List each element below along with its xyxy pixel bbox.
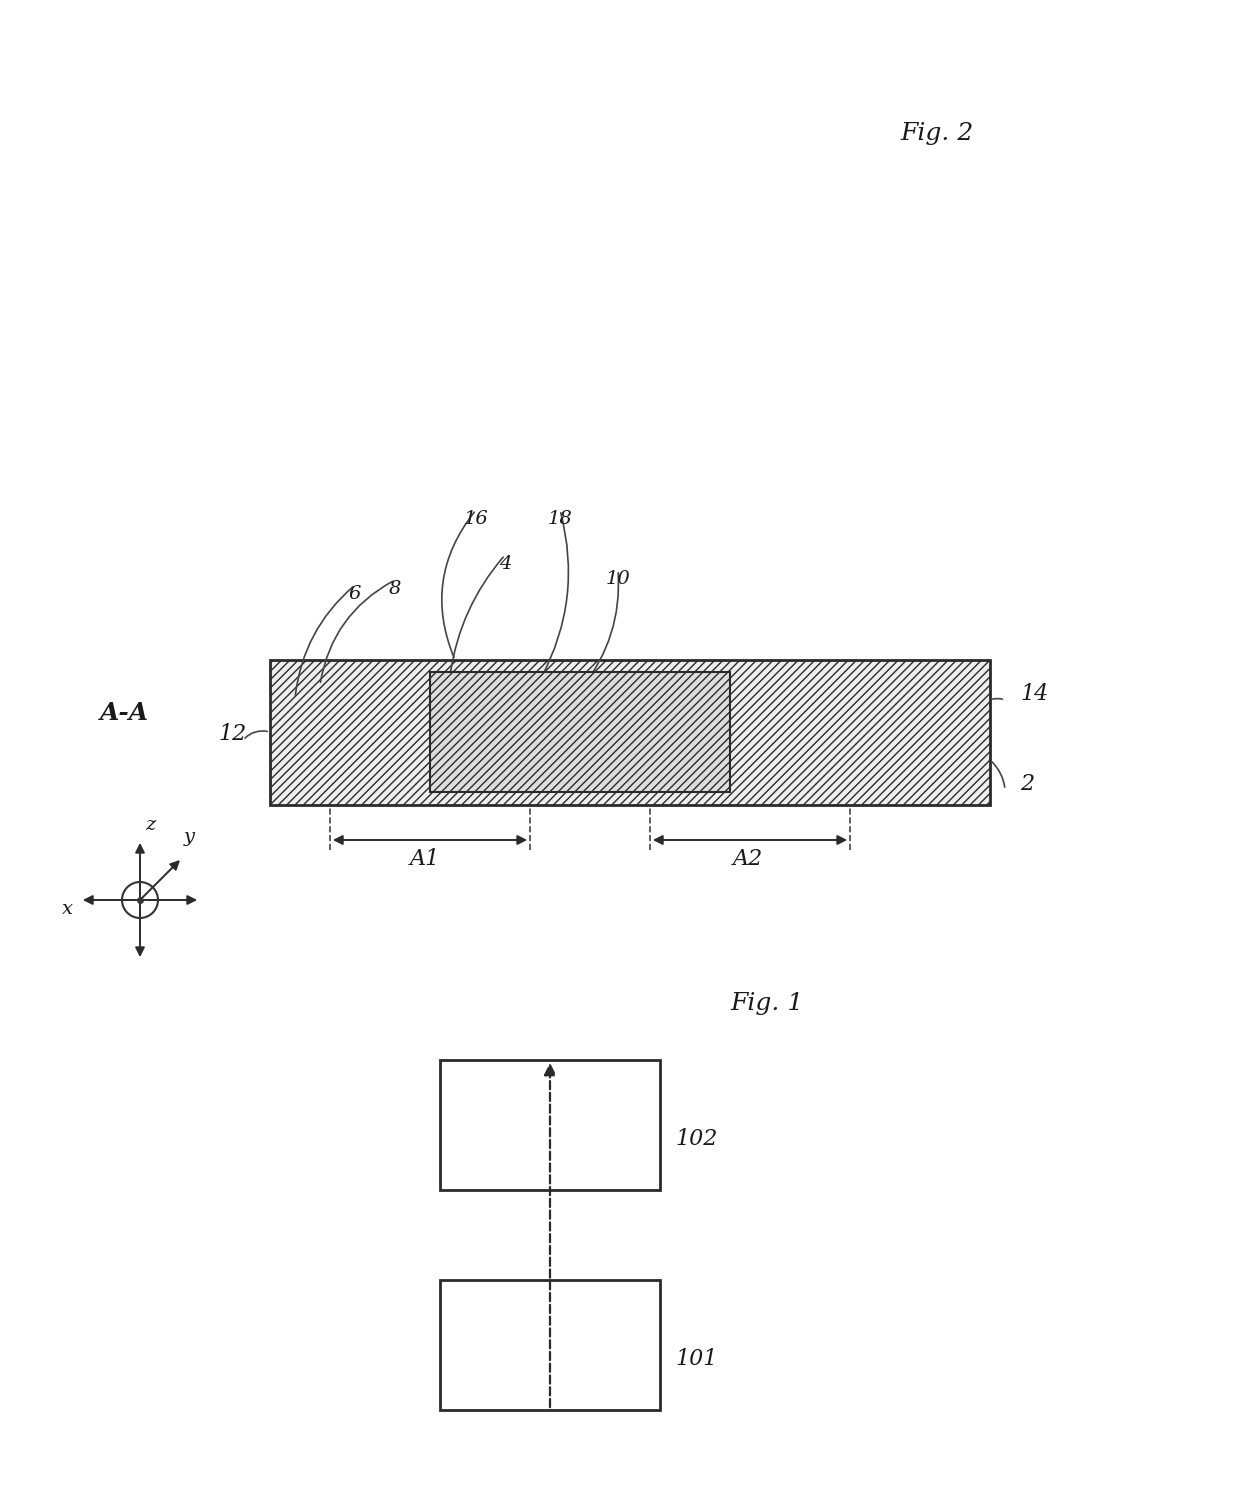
Text: y: y bbox=[184, 827, 195, 845]
Bar bbox=[440, 1280, 660, 1411]
Text: 18: 18 bbox=[548, 510, 573, 528]
Text: A1: A1 bbox=[410, 848, 440, 869]
Text: 6: 6 bbox=[348, 585, 361, 603]
Text: x: x bbox=[62, 899, 73, 917]
Text: z: z bbox=[145, 815, 155, 833]
Bar bbox=[430, 672, 730, 791]
Text: 4: 4 bbox=[498, 555, 511, 573]
Text: 10: 10 bbox=[605, 570, 630, 588]
Text: Fig. 2: Fig. 2 bbox=[900, 121, 973, 145]
Text: Fig. 1: Fig. 1 bbox=[730, 992, 804, 1015]
Text: 102: 102 bbox=[675, 1129, 718, 1150]
Text: 8: 8 bbox=[389, 580, 402, 598]
Text: A-A: A-A bbox=[100, 702, 149, 726]
Text: 101: 101 bbox=[675, 1348, 718, 1370]
Bar bbox=[440, 1060, 660, 1190]
Bar bbox=[270, 660, 990, 805]
Text: 2: 2 bbox=[1021, 773, 1034, 794]
Text: 14: 14 bbox=[1021, 684, 1048, 705]
Text: A2: A2 bbox=[733, 848, 763, 869]
Text: 12: 12 bbox=[218, 723, 247, 745]
Text: 16: 16 bbox=[464, 510, 489, 528]
